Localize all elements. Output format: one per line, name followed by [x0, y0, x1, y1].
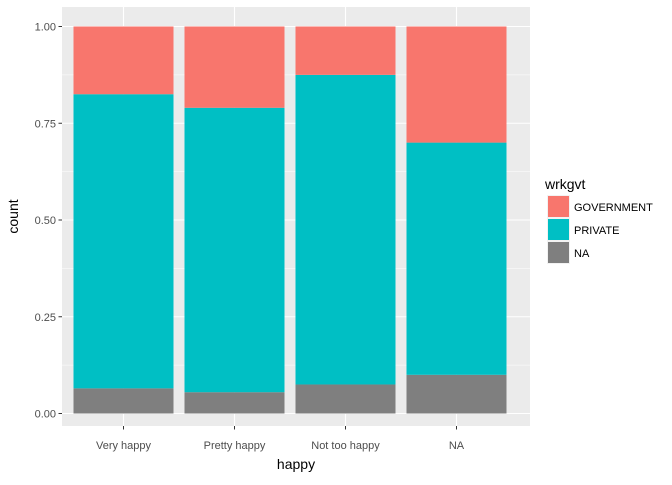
legend-label: NA	[574, 248, 590, 260]
x-tick-label: Very happy	[96, 440, 152, 452]
legend-key-private	[548, 219, 569, 240]
legend-label: GOVERNMENT	[574, 202, 653, 214]
legend-key-government	[548, 196, 569, 217]
bar-segment-government-3	[406, 26, 507, 143]
bar-segment-government-0	[73, 26, 174, 95]
x-tick-label: Pretty happy	[204, 440, 266, 452]
bar-segment-na-3	[406, 374, 507, 414]
y-tick-label: 0.00	[35, 409, 56, 421]
x-tick-label: NA	[449, 440, 465, 452]
legend-label: PRIVATE	[574, 225, 619, 237]
bar-segment-private-3	[406, 142, 507, 375]
bar-segment-government-1	[184, 26, 285, 108]
legend: wrkgvt GOVERNMENT PRIVATE NA	[544, 176, 653, 264]
y-axis-title: count	[5, 199, 21, 233]
y-axis: 0.00 0.25 0.50 0.75 1.00	[35, 22, 62, 421]
legend-title: wrkgvt	[544, 176, 586, 192]
bar-segment-na-1	[184, 392, 285, 414]
bars	[73, 26, 507, 414]
x-tick-label: Not too happy	[311, 440, 380, 452]
y-tick-label: 1.00	[35, 22, 56, 34]
bar-segment-na-2	[295, 384, 396, 414]
x-axis: Very happy Pretty happy Not too happy NA	[96, 426, 465, 452]
bar-segment-government-2	[295, 26, 396, 75]
y-tick-label: 0.50	[35, 215, 56, 227]
x-axis-title: happy	[277, 456, 315, 472]
bar-segment-private-2	[295, 74, 396, 385]
y-tick-label: 0.25	[35, 312, 56, 324]
legend-key-na	[548, 242, 569, 263]
bar-segment-na-0	[73, 388, 174, 414]
bar-segment-private-0	[73, 94, 174, 389]
y-tick-label: 0.75	[35, 118, 56, 130]
bar-segment-private-1	[184, 107, 285, 393]
